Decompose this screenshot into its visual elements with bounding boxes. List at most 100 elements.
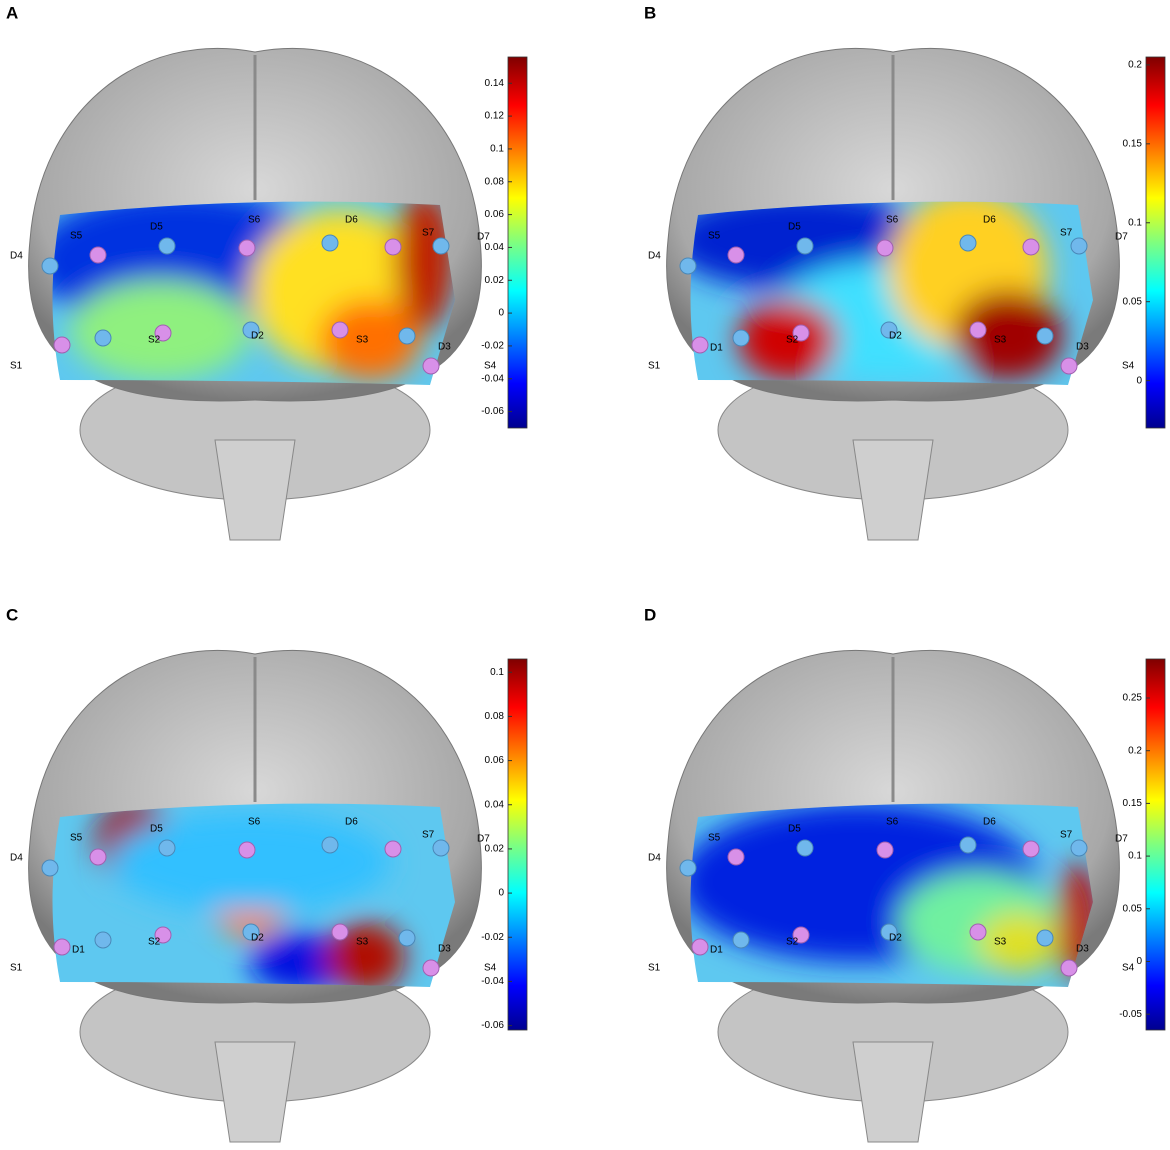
- optode-source: [691, 336, 709, 354]
- channel-label: D4: [10, 853, 23, 864]
- colorbar: [507, 56, 528, 429]
- panel: C S5 D5 S6 D6 S7 D7 D4 S2 D2 S3 D3 S4 S1 D1 -0.06 -0.04 -…: [6, 605, 528, 1143]
- panel-label: B: [644, 3, 656, 22]
- channel-label: D4: [10, 251, 23, 262]
- optode-source: [89, 848, 107, 866]
- optode-detector: [1036, 929, 1054, 947]
- activation-map: [52, 201, 455, 385]
- map-blob: [953, 290, 1063, 380]
- panel: D S5 D5 S6 D6 S7 D7 D4 S2 D2 S3 D3 S4 S1 D1 -0.05 0 0.05 0…: [644, 605, 1166, 1143]
- optode-source: [969, 321, 987, 339]
- optode-source: [89, 246, 107, 264]
- optode-detector: [679, 257, 697, 275]
- optode-source: [1022, 238, 1040, 256]
- map-blob: [978, 912, 1058, 972]
- colorbar-tick-label: 0.25: [1123, 693, 1143, 704]
- optode-source: [154, 324, 172, 342]
- channel-label: D2: [889, 933, 902, 944]
- channel-label: S1: [10, 361, 23, 372]
- optode-detector: [242, 923, 260, 941]
- optode-source: [238, 841, 256, 859]
- optode-detector: [41, 859, 59, 877]
- channel-label: S7: [422, 228, 435, 239]
- colorbar-tick-label: 0.14: [485, 78, 505, 89]
- colorbar-tick-label: 0.08: [485, 176, 505, 187]
- brain-stem: [852, 1041, 934, 1143]
- optode-source: [331, 923, 349, 941]
- brain-stem: [852, 439, 934, 541]
- channel-label: D4: [648, 853, 661, 864]
- colorbar-tick-label: 0.1: [490, 667, 504, 678]
- colorbar: [1145, 658, 1166, 1031]
- channel-label: D7: [1115, 232, 1128, 243]
- channel-label: D6: [983, 817, 996, 828]
- channel-label: D2: [889, 331, 902, 342]
- optode-detector: [1036, 327, 1054, 345]
- optode-source: [691, 938, 709, 956]
- optode-detector: [679, 859, 697, 877]
- optode-detector: [158, 839, 176, 857]
- channel-label: D5: [150, 824, 163, 835]
- optode-detector: [398, 929, 416, 947]
- channel-label: D2: [251, 933, 264, 944]
- optode-detector: [732, 329, 750, 347]
- channel-label: D3: [1076, 944, 1089, 955]
- colorbar-tick-label: 0.04: [485, 799, 505, 810]
- optode-detector: [321, 234, 339, 252]
- map-blob: [325, 922, 405, 987]
- colorbar-tick-label: 0.08: [485, 711, 505, 722]
- optode-source: [53, 336, 71, 354]
- optode-detector: [94, 329, 112, 347]
- colorbar-tick-label: -0.02: [481, 932, 504, 943]
- colorbar-tick-label: 0.02: [485, 275, 505, 286]
- optode-detector: [796, 237, 814, 255]
- activation-map: [690, 803, 1093, 987]
- channel-label: D6: [345, 215, 358, 226]
- channel-label: S4: [484, 963, 497, 974]
- optode-source: [422, 357, 440, 375]
- channel-label: D7: [1115, 834, 1128, 845]
- panel: B S5 D5 S6 D6 S7 D7 D4 S2 D2 S3 D3 S4 S1 D1 0 0.05 0.1 0.1…: [644, 3, 1166, 541]
- colorbar-tick-label: -0.05: [1119, 1009, 1142, 1020]
- channel-label: S7: [422, 830, 435, 841]
- channel-label: S2: [786, 335, 799, 346]
- colorbar-tick-label: 0.15: [1123, 138, 1143, 149]
- channel-label: S4: [1122, 361, 1135, 372]
- optode-source: [876, 239, 894, 257]
- optode-detector: [796, 839, 814, 857]
- colorbar-tick-label: 0.06: [485, 209, 505, 220]
- channel-label: S1: [10, 963, 23, 974]
- channel-label: D1: [710, 945, 723, 956]
- channel-label: D5: [788, 222, 801, 233]
- brain-stem: [214, 439, 296, 541]
- colorbar-tick-label: 0.05: [1123, 903, 1143, 914]
- optode-source: [792, 926, 810, 944]
- channel-label: S1: [648, 963, 661, 974]
- activation-map: [52, 803, 455, 987]
- channel-label: D2: [251, 331, 264, 342]
- channel-label: S5: [70, 231, 83, 242]
- panel-label: C: [6, 605, 18, 624]
- optode-detector: [94, 931, 112, 949]
- map-blobs: [690, 803, 1093, 982]
- channel-label: D3: [1076, 342, 1089, 353]
- channel-label: S5: [70, 833, 83, 844]
- channel-label: S6: [886, 215, 899, 226]
- brain-stem: [214, 1041, 296, 1143]
- activation-map: [690, 201, 1093, 385]
- map-blobs: [52, 201, 455, 380]
- channel-label: S1: [648, 361, 661, 372]
- channel-label: S5: [708, 231, 721, 242]
- colorbar-tick-label: 0: [498, 888, 504, 899]
- optode-detector: [41, 257, 59, 275]
- map-blobs: [95, 803, 405, 987]
- colorbar-tick-label: 0.05: [1123, 296, 1143, 307]
- optode-source: [969, 923, 987, 941]
- map-blob: [110, 812, 390, 912]
- channel-label: D7: [477, 834, 490, 845]
- colorbar-tick-label: 0.1: [1128, 217, 1142, 228]
- channel-label: S2: [786, 937, 799, 948]
- channel-label: D6: [345, 817, 358, 828]
- channel-label: D7: [477, 232, 490, 243]
- channel-label: S6: [886, 817, 899, 828]
